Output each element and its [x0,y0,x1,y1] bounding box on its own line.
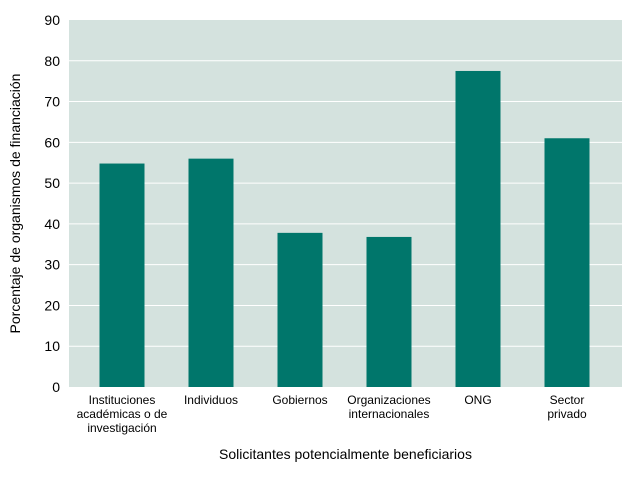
bars [99,70,590,387]
y-tick-label: 90 [44,12,60,28]
bar [277,232,323,387]
x-category-label-line: Individuos [184,393,238,407]
y-tick-label: 20 [44,297,60,313]
x-category-label: Instituciones académicas o de investigació… [77,393,168,435]
y-axis-ticks: 0 10 20 30 40 50 60 70 80 90 [44,12,60,395]
x-category-label: Individuos [184,393,238,407]
y-axis-title: Porcentaje de organismos de financiación [7,74,23,334]
x-category-label-line: internacionales [349,407,430,421]
y-tick-label: 30 [44,257,60,273]
x-category-label-line: académicas o de [77,407,168,421]
x-axis-categories: Instituciones académicas o de investigació… [77,393,587,435]
y-tick-label: 10 [44,338,60,354]
x-category-label-line: Organizaciones [347,393,430,407]
bar [188,158,234,387]
y-tick-label: 80 [44,53,60,69]
bar [366,236,412,387]
plot-area [69,20,622,387]
x-category-label-line: investigación [87,421,156,435]
x-category-label-line: Gobiernos [272,393,327,407]
x-category-label: Organizaciones internacionales [347,393,430,421]
x-category-label-line: Instituciones [89,393,156,407]
bar [544,138,590,387]
bar [455,70,501,387]
x-category-label-line: Sector [550,393,585,407]
y-tick-label: 60 [44,134,60,150]
x-category-label: ONG [464,393,491,407]
x-category-label: Sector privado [547,393,587,421]
x-category-label-line: ONG [464,393,491,407]
y-tick-label: 50 [44,175,60,191]
x-axis-title: Solicitantes potencialmente beneficiario… [219,446,472,462]
bar [99,163,145,387]
x-category-label-line: privado [547,407,587,421]
y-tick-label: 40 [44,216,60,232]
y-tick-label: 0 [52,379,60,395]
gridlines [69,60,622,347]
x-category-label: Gobiernos [272,393,327,407]
y-tick-label: 70 [44,94,60,110]
